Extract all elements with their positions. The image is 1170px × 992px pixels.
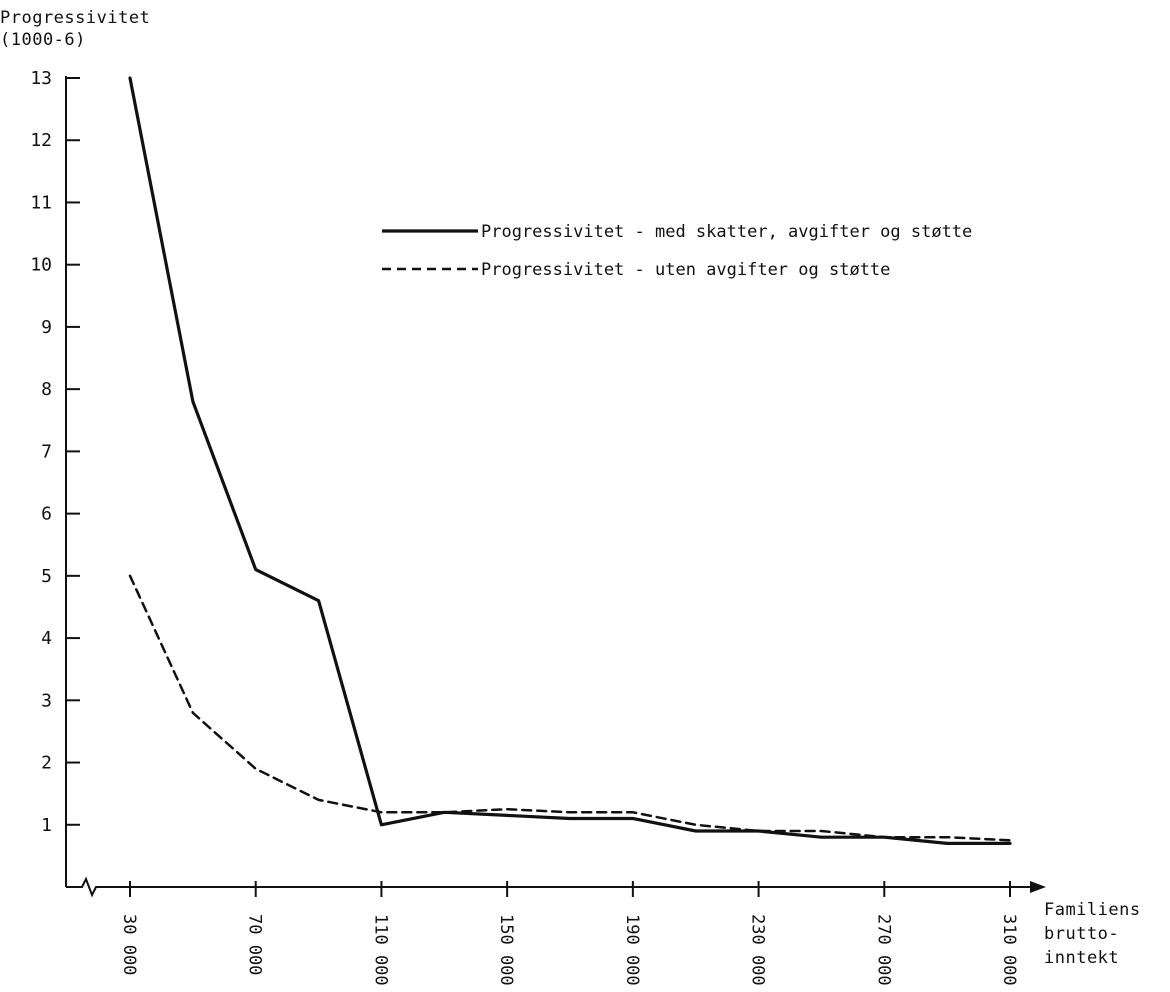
x-axis-arrow <box>1030 881 1046 893</box>
x-tick-label: 270 000 <box>873 914 893 986</box>
y-tick-label: 10 <box>30 255 52 276</box>
x-tick-label: 190 000 <box>622 914 642 986</box>
x-tick-label: 310 000 <box>999 914 1019 986</box>
y-tick-label: 1 <box>41 815 52 836</box>
y-tick-label: 9 <box>41 317 52 338</box>
x-tick-label: 30 000 <box>119 914 139 975</box>
y-tick-label: 2 <box>41 753 52 774</box>
x-tick-label: 70 000 <box>245 914 265 975</box>
legend-label: Progressivitet - uten avgifter og støtte <box>481 260 890 280</box>
y-tick-label: 3 <box>41 690 52 711</box>
y-axis-title-line-2: (1000-6) <box>0 30 86 50</box>
x-axis-line <box>66 876 1034 898</box>
x-tick-label: 150 000 <box>496 914 516 986</box>
y-tick-label: 13 <box>30 68 52 89</box>
series-line-uten-avgifter <box>128 574 1012 842</box>
x-axis-title-line-3: inntekt <box>1044 948 1120 968</box>
y-tick-label: 5 <box>41 566 52 587</box>
y-tick-label: 7 <box>41 441 52 462</box>
x-tick-label: 110 000 <box>370 914 390 986</box>
x-axis-title-line-1: Familiens <box>1044 900 1141 920</box>
x-axis-title-line-2: brutto- <box>1044 924 1120 944</box>
series-line-med-skatter <box>128 76 1012 846</box>
y-tick-label: 6 <box>41 504 52 525</box>
legend-label: Progressivitet - med skatter, avgifter o… <box>481 222 972 242</box>
y-tick-label: 8 <box>41 379 52 400</box>
x-tick-label: 230 000 <box>748 914 768 986</box>
y-tick-label: 4 <box>41 628 52 649</box>
y-tick-label: 12 <box>30 130 52 151</box>
y-tick-label: 11 <box>30 192 52 213</box>
y-axis-title-line-1: Progressivitet <box>0 8 151 28</box>
